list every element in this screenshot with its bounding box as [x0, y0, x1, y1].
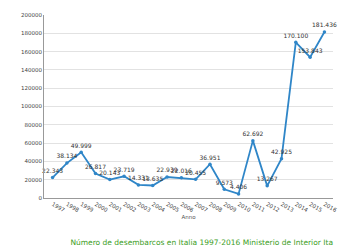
svg-text:2004: 2004	[151, 201, 167, 213]
svg-text:120000: 120000	[21, 85, 42, 91]
svg-text:1998: 1998	[65, 201, 81, 213]
svg-text:2002: 2002	[122, 201, 137, 213]
svg-text:49.999: 49.999	[71, 142, 92, 149]
svg-text:2000: 2000	[94, 201, 110, 213]
svg-text:180000: 180000	[21, 30, 42, 36]
svg-text:0: 0	[38, 195, 42, 201]
svg-text:2007: 2007	[194, 201, 210, 213]
svg-text:38.134: 38.134	[56, 152, 77, 159]
svg-text:181.436: 181.436	[312, 21, 337, 28]
svg-text:160000: 160000	[21, 49, 42, 55]
svg-text:20000: 20000	[24, 177, 42, 183]
svg-text:80000: 80000	[24, 122, 42, 128]
svg-text:13.267: 13.267	[257, 175, 278, 182]
svg-text:2008: 2008	[208, 201, 224, 213]
svg-text:2013: 2013	[280, 201, 296, 213]
svg-text:36.951: 36.951	[199, 154, 220, 161]
svg-text:170.100: 170.100	[283, 32, 308, 39]
svg-text:60000: 60000	[24, 140, 42, 146]
svg-text:2006: 2006	[179, 201, 195, 213]
svg-text:2001: 2001	[108, 201, 123, 213]
svg-text:22.016: 22.016	[171, 167, 192, 174]
svg-text:2016: 2016	[323, 201, 339, 213]
svg-text:23.719: 23.719	[114, 166, 135, 173]
svg-text:2014: 2014	[294, 201, 310, 213]
svg-text:42.925: 42.925	[271, 148, 292, 155]
svg-text:13.635: 13.635	[142, 175, 163, 182]
svg-text:200000: 200000	[21, 12, 42, 18]
svg-text:153.843: 153.843	[298, 47, 323, 54]
svg-text:2010: 2010	[237, 201, 253, 213]
svg-text:2011: 2011	[251, 201, 266, 213]
svg-text:4.406: 4.406	[230, 183, 247, 190]
svg-text:40000: 40000	[24, 158, 42, 164]
svg-text:1999: 1999	[79, 201, 95, 213]
svg-text:62.692: 62.692	[242, 130, 263, 137]
svg-text:14.331: 14.331	[128, 174, 149, 181]
svg-text:Anno: Anno	[181, 214, 196, 220]
svg-text:2005: 2005	[165, 201, 181, 213]
svg-text:100000: 100000	[21, 103, 42, 109]
svg-text:1997: 1997	[51, 201, 67, 213]
svg-text:20.455: 20.455	[185, 169, 206, 176]
svg-text:9.573: 9.573	[216, 179, 233, 186]
svg-text:22.343: 22.343	[42, 167, 63, 174]
svg-text:2012: 2012	[265, 201, 280, 213]
svg-text:22.939: 22.939	[157, 166, 178, 173]
svg-text:26.817: 26.817	[85, 163, 106, 170]
svg-text:2003: 2003	[137, 201, 153, 213]
svg-text:2009: 2009	[222, 201, 238, 213]
svg-text:20.143: 20.143	[99, 169, 120, 176]
svg-text:2015: 2015	[308, 201, 324, 213]
svg-text:140000: 140000	[21, 67, 42, 73]
svg-text:Número de desembarcos en Itali: Número de desembarcos en Italia 1997-201…	[70, 238, 333, 247]
